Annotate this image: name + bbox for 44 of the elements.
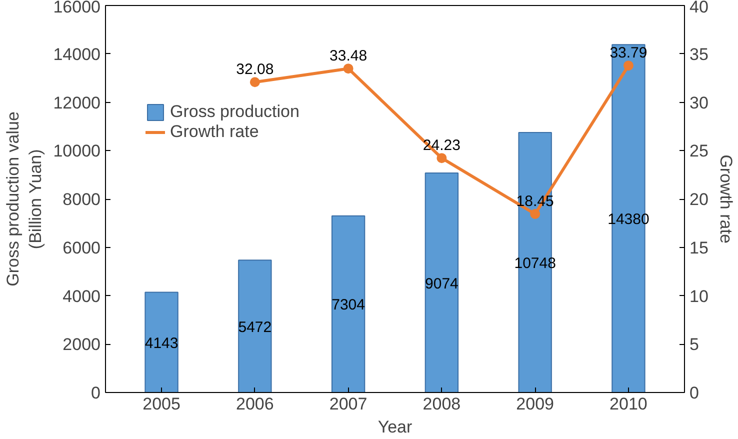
x-tick-label: 2006 — [236, 394, 274, 414]
bar — [144, 292, 178, 392]
bar — [424, 172, 459, 392]
y2-tick-label: 0 — [690, 384, 699, 402]
y-tick-label: 4000 — [62, 286, 101, 306]
point — [623, 60, 634, 71]
bar — [331, 215, 366, 392]
legend-label: Gross production — [170, 102, 300, 122]
data-label: 33.48 — [330, 48, 368, 65]
y2-tick-label: 35 — [690, 44, 708, 64]
point — [343, 64, 354, 74]
y-tick-label: 10000 — [53, 142, 101, 161]
y-tick-label: 8000 — [62, 190, 101, 209]
point — [436, 153, 447, 164]
y2-tick-label: 25 — [690, 142, 708, 161]
y2-tick-label: 40 — [690, 0, 708, 16]
bar — [238, 260, 272, 392]
y2-axis-title: Growth rate — [716, 154, 736, 244]
y2-tick-label: 30 — [690, 93, 708, 112]
y-tick-label: 14000 — [53, 44, 101, 64]
data-label: 32.08 — [236, 61, 274, 78]
x-tick-label: 2008 — [422, 394, 461, 414]
x-axis-title: Year — [378, 418, 413, 436]
legend-label: Growth rate — [170, 122, 259, 142]
y2-tick-label: 15 — [690, 238, 708, 258]
y2-tick-label: 20 — [690, 190, 708, 209]
data-label: 5472 — [238, 318, 272, 336]
y2-tick-label: 5 — [690, 335, 699, 354]
y-tick-label: 6000 — [62, 238, 101, 258]
data-label: 9074 — [425, 275, 458, 292]
data-label: 4143 — [144, 334, 178, 352]
point — [250, 77, 260, 88]
x-tick-label: 2005 — [142, 394, 180, 414]
y-tick-label: 16000 — [53, 0, 101, 16]
point — [530, 209, 540, 219]
y-tick-label: 0 — [91, 384, 101, 402]
x-tick-label: 2007 — [329, 394, 368, 414]
data-label: 7304 — [332, 296, 365, 314]
y-axis-title: Gross production value (Billion Yuan) — [3, 112, 46, 286]
y-tick-label: 12000 — [53, 93, 101, 112]
x-tick-label: 2010 — [610, 394, 648, 414]
y2-tick-label: 10 — [690, 286, 708, 306]
x-tick-label: 2009 — [516, 394, 554, 414]
y-tick-label: 2000 — [62, 335, 101, 354]
